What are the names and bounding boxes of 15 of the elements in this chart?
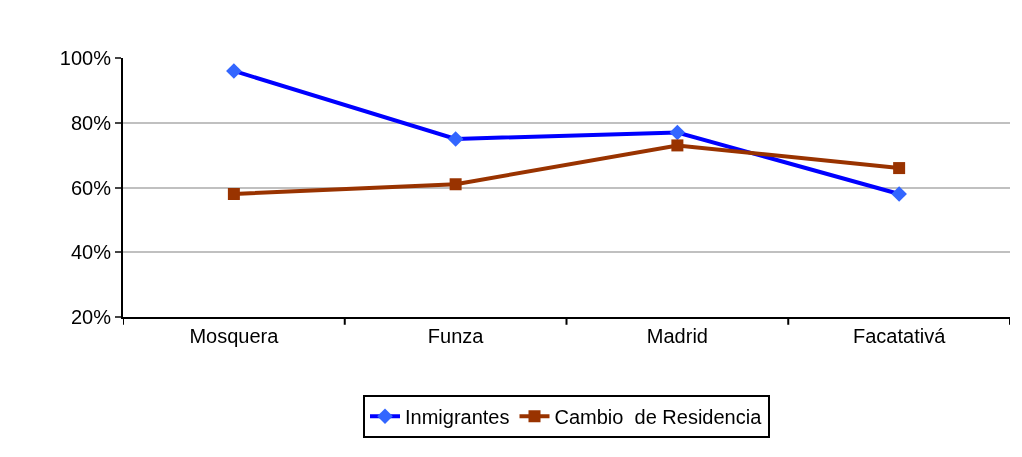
x-tick-label: Facatativá bbox=[853, 325, 947, 347]
y-tick-label: 80% bbox=[70, 111, 112, 134]
point bbox=[449, 178, 462, 191]
point bbox=[671, 139, 684, 152]
y-tick-label: 100% bbox=[59, 47, 112, 69]
point bbox=[893, 162, 906, 175]
y-tick-label: 20% bbox=[70, 306, 112, 328]
legend-label: Inmigrantes bbox=[405, 406, 510, 428]
x-tick-label: Madrid bbox=[646, 325, 708, 347]
x-tick-label: Mosquera bbox=[189, 325, 280, 347]
x-tick-label: Funza bbox=[427, 325, 485, 347]
legend-label: Cambio de Residencia bbox=[554, 406, 763, 428]
point bbox=[227, 187, 240, 200]
y-tick-label: 60% bbox=[70, 176, 112, 199]
y-tick-label: 40% bbox=[70, 241, 112, 264]
